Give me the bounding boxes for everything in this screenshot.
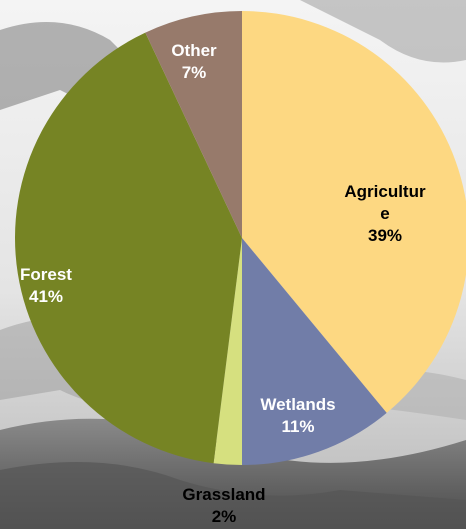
pie-slice-other: [145, 10, 242, 238]
slice-label-grassland: Grassland 2%: [182, 485, 265, 526]
pie-slice-grassland: [213, 238, 242, 465]
slice-label-other: Other 7%: [171, 41, 217, 82]
pie-slice-agriculture: [242, 11, 466, 413]
pie-slice-forest: [15, 32, 243, 464]
slice-label-wetlands: Wetlands 11%: [260, 395, 335, 436]
slice-label-agriculture: Agricultur e 39%: [344, 182, 426, 245]
pie-slice-wetlands: [242, 238, 387, 465]
slice-label-forest: Forest 41%: [20, 265, 72, 306]
